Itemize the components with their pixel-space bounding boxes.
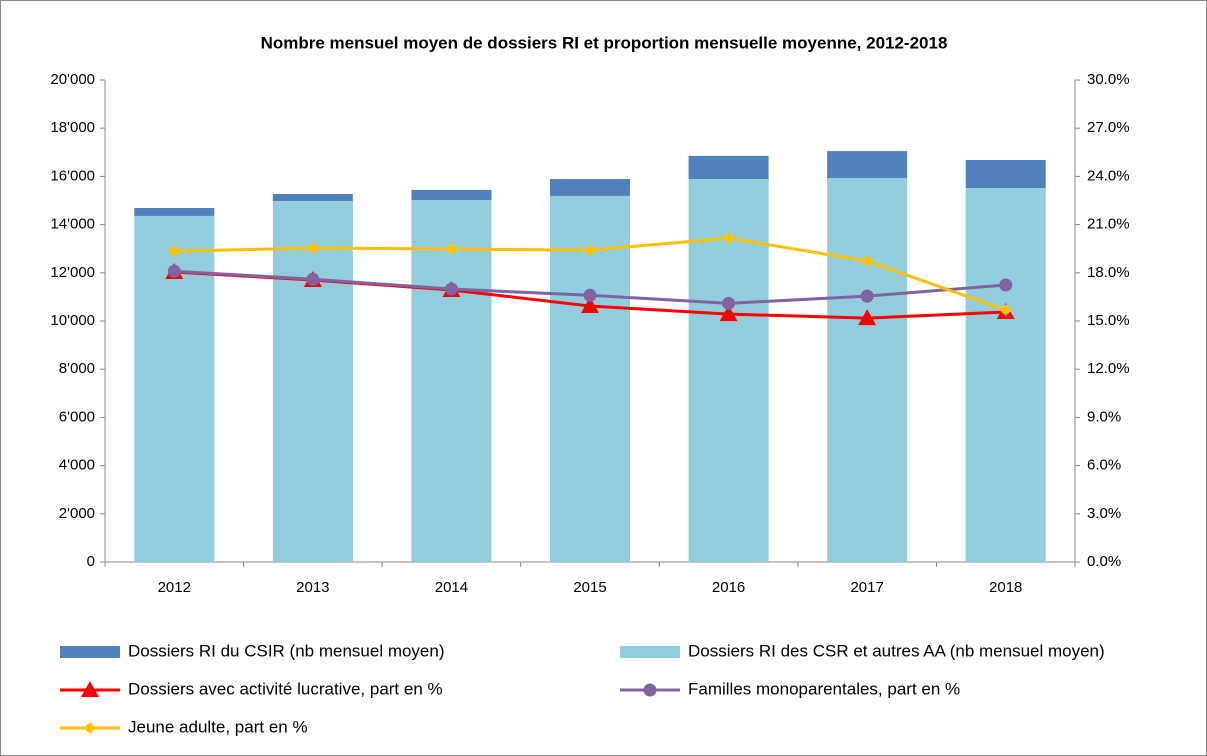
bar bbox=[827, 178, 908, 562]
legend-marker bbox=[84, 722, 96, 734]
line-marker bbox=[999, 278, 1013, 292]
y2-tick-label: 12.0% bbox=[1087, 360, 1130, 377]
bar bbox=[550, 195, 630, 562]
legend-swatch bbox=[60, 646, 120, 658]
x-tick-label: 2015 bbox=[573, 579, 606, 596]
bar bbox=[688, 155, 769, 180]
bar bbox=[965, 187, 1046, 562]
line-marker bbox=[583, 288, 597, 302]
x-tick-label: 2016 bbox=[712, 579, 745, 596]
bar bbox=[827, 151, 908, 179]
line-marker bbox=[306, 242, 319, 255]
y-tick-label: 14'000 bbox=[50, 216, 95, 233]
y-tick-label: 12'000 bbox=[50, 264, 95, 281]
y-tick-label: 2'000 bbox=[59, 505, 95, 522]
legend-label: Dossiers RI du CSIR (nb mensuel moyen) bbox=[128, 641, 445, 660]
x-tick-label: 2018 bbox=[989, 579, 1022, 596]
bar bbox=[550, 179, 630, 196]
y-tick-label: 20'000 bbox=[50, 71, 95, 88]
line-marker bbox=[858, 309, 877, 326]
bar bbox=[965, 160, 1046, 188]
line-marker bbox=[860, 289, 874, 303]
bar bbox=[411, 189, 492, 201]
line-marker bbox=[167, 264, 181, 278]
y2-tick-label: 30.0% bbox=[1087, 71, 1130, 88]
legend-label: Jeune adulte, part en % bbox=[128, 717, 308, 736]
y2-tick-label: 18.0% bbox=[1087, 264, 1130, 281]
legend-marker bbox=[643, 683, 657, 697]
legend-swatch bbox=[620, 646, 680, 658]
legend-label: Familles monoparentales, part en % bbox=[688, 679, 960, 698]
line-marker bbox=[444, 282, 458, 296]
line-marker bbox=[861, 255, 874, 268]
y-tick-label: 18'000 bbox=[50, 119, 95, 136]
bar bbox=[272, 193, 353, 201]
line-marker bbox=[445, 243, 458, 256]
y2-tick-label: 21.0% bbox=[1087, 216, 1130, 233]
x-tick-label: 2012 bbox=[158, 579, 191, 596]
y2-tick-label: 24.0% bbox=[1087, 167, 1130, 184]
line-marker bbox=[719, 305, 738, 322]
y2-tick-label: 15.0% bbox=[1087, 312, 1130, 329]
bar bbox=[272, 200, 353, 562]
y2-tick-label: 6.0% bbox=[1087, 457, 1121, 474]
y-tick-label: 10'000 bbox=[50, 312, 95, 329]
bar bbox=[134, 207, 215, 216]
legend-label: Dossiers avec activité lucrative, part e… bbox=[128, 679, 443, 698]
chart-title: Nombre mensuel moyen de dossiers RI et p… bbox=[261, 33, 948, 52]
line-marker bbox=[581, 297, 599, 314]
y2-tick-label: 9.0% bbox=[1087, 408, 1121, 425]
line-marker bbox=[306, 272, 320, 286]
y2-tick-label: 27.0% bbox=[1087, 119, 1130, 136]
y-tick-label: 16'000 bbox=[50, 167, 95, 184]
y2-tick-label: 3.0% bbox=[1087, 505, 1121, 522]
bar bbox=[411, 200, 492, 562]
line-marker bbox=[584, 244, 596, 257]
y-tick-label: 8'000 bbox=[59, 360, 95, 377]
y2-tick-label: 0.0% bbox=[1087, 553, 1121, 570]
x-tick-label: 2014 bbox=[435, 579, 468, 596]
line-marker bbox=[722, 296, 736, 310]
legend-marker bbox=[81, 681, 99, 697]
y-tick-label: 4'000 bbox=[59, 457, 95, 474]
y-tick-label: 0 bbox=[87, 553, 95, 570]
x-tick-label: 2013 bbox=[296, 579, 329, 596]
legend-label: Dossiers RI des CSR et autres AA (nb men… bbox=[688, 641, 1105, 660]
line-marker bbox=[722, 232, 735, 245]
line-marker bbox=[999, 304, 1012, 317]
x-tick-label: 2017 bbox=[850, 579, 883, 596]
y-tick-label: 6'000 bbox=[59, 408, 95, 425]
line-marker bbox=[168, 245, 181, 258]
